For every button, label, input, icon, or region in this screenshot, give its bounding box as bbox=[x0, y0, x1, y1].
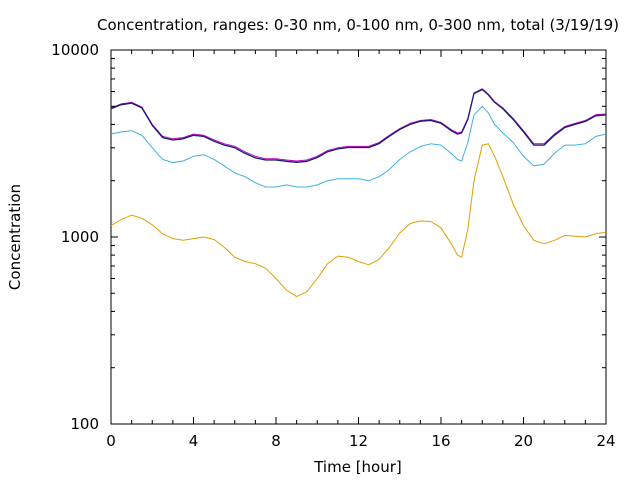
y-tick-label: 100 bbox=[70, 415, 99, 433]
ticks-layer: 0 4 8 12 16 20 24 100 1000 10000 bbox=[51, 41, 615, 450]
series-layer bbox=[110, 88, 607, 298]
x-tick-label: 16 bbox=[431, 432, 450, 450]
series-line-3 bbox=[110, 88, 607, 162]
series-line-1 bbox=[110, 143, 607, 298]
x-tick-label: 24 bbox=[596, 432, 615, 450]
chart-title: Concentration, ranges: 0-30 nm, 0-100 nm… bbox=[97, 16, 619, 34]
x-axis-label: Time [hour] bbox=[313, 458, 402, 476]
series-line-4 bbox=[110, 88, 607, 163]
x-tick-label: 0 bbox=[106, 432, 116, 450]
series-line-2 bbox=[110, 105, 607, 188]
y-tick-label: 10000 bbox=[51, 41, 99, 59]
x-tick-label: 20 bbox=[514, 432, 533, 450]
x-tick-label: 8 bbox=[271, 432, 281, 450]
x-tick-label: 12 bbox=[349, 432, 368, 450]
x-tick-label: 4 bbox=[189, 432, 199, 450]
y-tick-label: 1000 bbox=[61, 228, 99, 246]
y-axis-label: Concentration bbox=[6, 184, 24, 290]
